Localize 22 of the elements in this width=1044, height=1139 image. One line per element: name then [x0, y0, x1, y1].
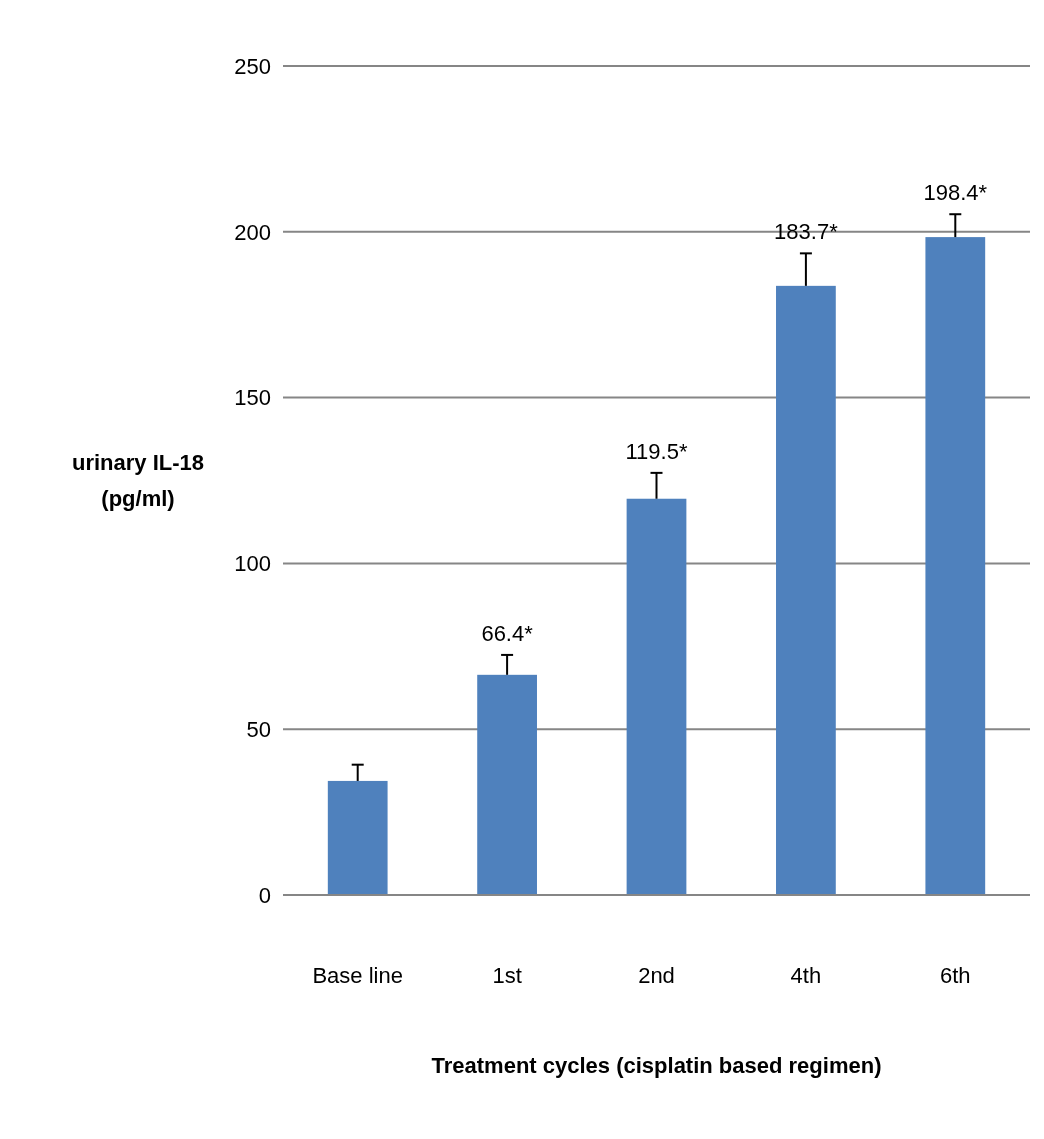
- bar: [776, 285, 836, 895]
- bar: [925, 237, 986, 895]
- x-tick-label: 2nd: [638, 963, 675, 988]
- bar: [477, 674, 537, 895]
- y-tick-label: 50: [246, 716, 271, 742]
- x-axis-title: Treatment cycles (cisplatin based regimen): [431, 1053, 882, 1078]
- x-tick-label: 6th: [940, 963, 971, 988]
- y-tick-label: 250: [234, 53, 271, 79]
- data-label: 198.4*: [923, 180, 988, 206]
- y-axis-title: urinary IL-18 (pg/ml): [71, 450, 205, 511]
- y-tick-label: 200: [234, 219, 271, 245]
- data-label: 66.4*: [481, 620, 534, 646]
- bar: [626, 498, 687, 895]
- x-tick-label: 1st: [492, 963, 522, 988]
- y-tick-label: 0: [258, 882, 271, 908]
- x-tick-label: Base line: [312, 963, 403, 988]
- y-tick-label: 100: [234, 551, 271, 577]
- data-label: 183.7*: [774, 219, 839, 245]
- y-tick-label: 150: [234, 385, 271, 411]
- bar: [327, 780, 388, 895]
- x-tick-label: 4th: [790, 963, 822, 988]
- data-label: 119.5*: [625, 438, 688, 464]
